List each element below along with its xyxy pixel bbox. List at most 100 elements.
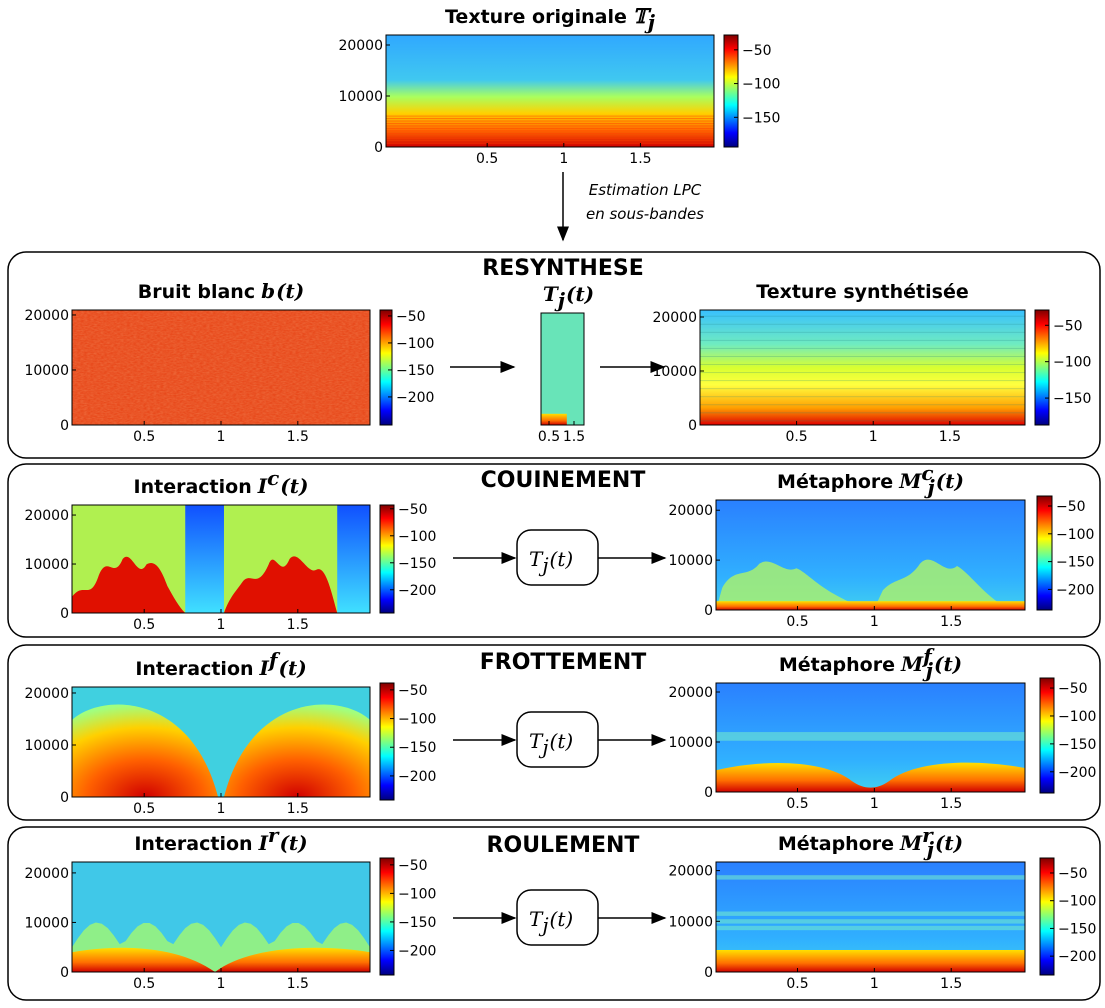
math-arg: (t) bbox=[936, 469, 964, 493]
low-band bbox=[716, 601, 1025, 610]
colorbar-tick-label: −200 bbox=[398, 583, 436, 599]
silence bbox=[337, 505, 370, 613]
x-tick-label: 1 bbox=[870, 976, 879, 992]
colorbar-tick-label: −100 bbox=[396, 336, 434, 352]
math-sup: r bbox=[922, 823, 934, 847]
plot-title: Métaphore Mf j(t) bbox=[779, 644, 962, 682]
x-tick-label: 0.5 bbox=[786, 614, 808, 630]
squeak bbox=[716, 561, 871, 610]
x-tick-label: 1 bbox=[869, 429, 878, 445]
colorbar-tick-label: −150 bbox=[1056, 555, 1094, 571]
y-tick-label: 20000 bbox=[338, 38, 383, 54]
y-tick-label: 20000 bbox=[668, 503, 713, 519]
math-sup: f bbox=[267, 648, 281, 672]
math-arg: (t) bbox=[280, 474, 308, 498]
colorbar-tick-label: −200 bbox=[1058, 765, 1096, 781]
math-base: T bbox=[529, 729, 544, 753]
spectrogram-image bbox=[72, 862, 370, 972]
spectral-line bbox=[386, 132, 714, 134]
spectrogram-image bbox=[72, 505, 370, 613]
filter-label: Tj(t) bbox=[529, 547, 573, 577]
x-tick-label: 0.5 bbox=[476, 151, 498, 167]
title-text: Interaction bbox=[135, 658, 253, 680]
y-tick-label: 0 bbox=[60, 418, 69, 434]
colorbar-tick-label: −200 bbox=[1056, 582, 1094, 598]
title-text: Métaphore bbox=[779, 654, 895, 676]
spectral-line bbox=[700, 339, 1025, 341]
x-tick-label: 0.5 bbox=[786, 976, 808, 992]
section-box bbox=[7, 644, 1101, 821]
spectrogram-image bbox=[700, 310, 1025, 425]
plot-title: Texture synthétisée bbox=[756, 281, 968, 303]
y-tick-label: 10000 bbox=[24, 738, 69, 754]
colorbar-tick-label: −100 bbox=[398, 529, 436, 545]
spectral-band bbox=[716, 919, 1025, 924]
colorbar-tick-label: −100 bbox=[398, 712, 436, 728]
squeak bbox=[72, 556, 186, 613]
y-tick-label: 10000 bbox=[668, 914, 713, 930]
plot-title: Texture originale 𝕋j bbox=[445, 4, 656, 34]
spectral-line bbox=[700, 331, 1025, 333]
math-sub: j bbox=[538, 913, 548, 937]
colorbar-tick-label: −150 bbox=[1058, 737, 1096, 753]
spectral-line bbox=[386, 120, 714, 122]
colorbar-tick-label: −200 bbox=[1058, 949, 1096, 965]
x-tick-label: 1.5 bbox=[287, 617, 309, 633]
spectral-line bbox=[700, 396, 1025, 398]
title-text: Bruit blanc bbox=[138, 281, 255, 303]
title-text: Interaction bbox=[134, 833, 252, 855]
x-tick-label: 1.5 bbox=[287, 429, 309, 445]
math-arg: (t) bbox=[566, 282, 594, 306]
x-tick-label: 1.5 bbox=[939, 429, 961, 445]
x-tick-label: 0.5 bbox=[785, 429, 807, 445]
math-base: 𝕋 bbox=[633, 4, 652, 28]
math-base: I bbox=[257, 474, 268, 498]
spectral-band bbox=[716, 875, 1025, 880]
math-arg: (t) bbox=[550, 729, 574, 753]
arrows bbox=[450, 172, 667, 924]
filter-label: Tj(t) bbox=[529, 907, 573, 937]
x-tick-label: 1.5 bbox=[940, 614, 962, 630]
colorbar-tick-label: −50 bbox=[398, 502, 428, 518]
colorbar-tick-label: −150 bbox=[1058, 921, 1096, 937]
math-base: M bbox=[900, 652, 924, 676]
colorbar bbox=[1039, 857, 1055, 976]
math-arg: (t) bbox=[279, 656, 307, 680]
y-tick-label: 10000 bbox=[24, 557, 69, 573]
x-tick-label: 0.5 bbox=[133, 976, 155, 992]
x-tick-label: 0.5 bbox=[133, 801, 155, 817]
arch bbox=[223, 704, 370, 797]
math-sup: c bbox=[267, 466, 279, 490]
colorbar-tick-label: −50 bbox=[396, 309, 426, 325]
y-tick-label: 10000 bbox=[668, 735, 713, 751]
math-arg: (t) bbox=[935, 831, 963, 855]
spectral-line bbox=[700, 356, 1025, 357]
plot-title: Métaphore Mr j(t) bbox=[778, 823, 963, 861]
plot-title: Métaphore Mc j(t) bbox=[777, 461, 964, 499]
spectrogram bbox=[541, 313, 584, 425]
annotation: en sous-bandes bbox=[586, 205, 704, 223]
colorbar-tick-label: −100 bbox=[1058, 709, 1096, 725]
y-tick-label: 0 bbox=[704, 603, 713, 619]
y-tick-label: 0 bbox=[374, 140, 383, 156]
title-text: Métaphore bbox=[778, 833, 894, 855]
colorbar-tick-label: −150 bbox=[1053, 391, 1091, 407]
spectrogram-image bbox=[716, 683, 1025, 792]
low-band bbox=[541, 413, 567, 425]
axes-frame bbox=[540, 312, 585, 426]
colorbar-tick-label: −200 bbox=[396, 390, 434, 406]
section-title: RESYNTHESE bbox=[482, 256, 643, 281]
spectral-line bbox=[700, 412, 1025, 414]
x-tick-label: 1.5 bbox=[563, 429, 585, 445]
y-tick-label: 10000 bbox=[652, 364, 697, 380]
y-tick-label: 10000 bbox=[338, 89, 383, 105]
x-tick-label: 1 bbox=[559, 151, 568, 167]
math-base: T bbox=[543, 282, 560, 306]
x-tick-label: 1 bbox=[217, 976, 226, 992]
axes-frame bbox=[715, 861, 1026, 973]
colorbar-tick-label: −200 bbox=[398, 769, 436, 785]
spectral-line bbox=[700, 388, 1025, 390]
colorbar bbox=[1039, 677, 1055, 794]
title-text: Texture synthétisée bbox=[756, 281, 968, 303]
